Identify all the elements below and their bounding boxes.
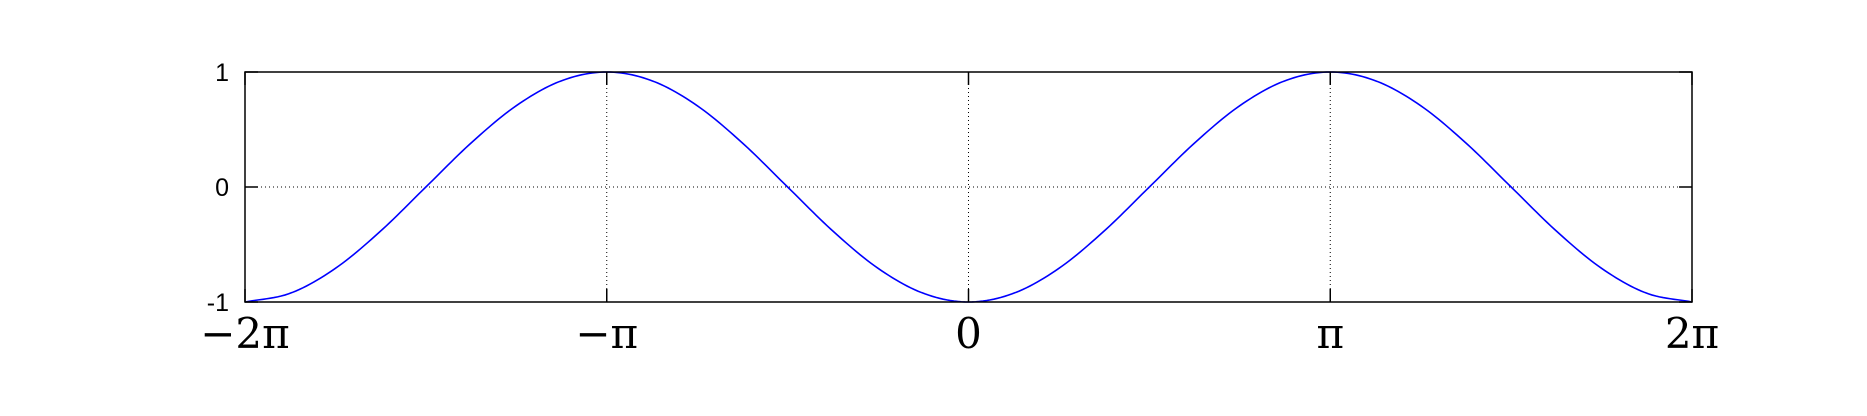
x-tick-labels: −2π −π 0 π 2π xyxy=(200,309,1719,358)
x-tick-label: 0 xyxy=(955,309,982,358)
series-line xyxy=(244,71,1693,303)
y-tick-labels: -1 0 1 xyxy=(207,59,229,317)
grid-lines xyxy=(245,72,1692,302)
series-layer xyxy=(244,71,1693,303)
y-tick-label: 0 xyxy=(215,174,229,202)
x-tick-label: −2π xyxy=(200,309,290,358)
x-tick-label: π xyxy=(1316,309,1344,358)
x-tick-label: −π xyxy=(575,309,638,358)
tick-marks xyxy=(244,71,1693,303)
plot-area-frame xyxy=(244,71,1693,303)
y-tick-label: 1 xyxy=(215,59,229,87)
y-tick-label: -1 xyxy=(207,289,229,317)
x-tick-label: 2π xyxy=(1665,309,1719,358)
